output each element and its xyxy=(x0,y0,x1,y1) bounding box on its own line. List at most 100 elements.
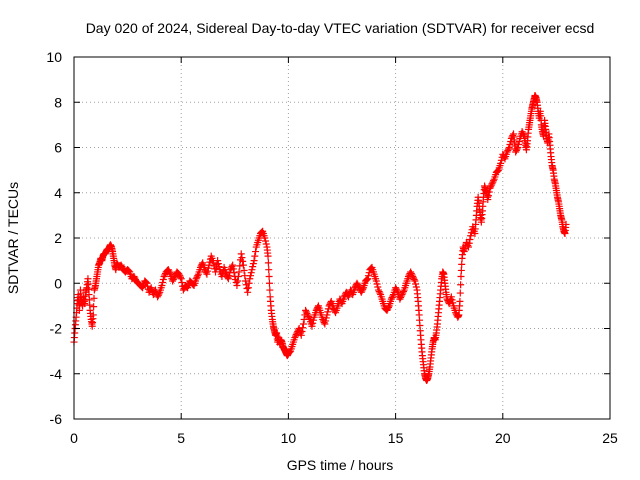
data-point-plus xyxy=(234,272,242,280)
data-point-plus xyxy=(204,264,212,272)
data-point-plus xyxy=(234,277,242,285)
data-point-plus xyxy=(89,311,97,319)
data-point-plus xyxy=(509,131,517,139)
data-point-plus xyxy=(225,272,233,280)
data-point-plus xyxy=(183,283,191,291)
data-point-plus xyxy=(247,272,255,280)
data-point-plus xyxy=(408,271,416,279)
data-point-plus xyxy=(117,261,125,269)
data-point-plus xyxy=(266,286,274,294)
data-point-plus xyxy=(392,285,400,293)
data-point-plus xyxy=(171,272,179,280)
data-point-plus xyxy=(178,278,186,286)
data-point-plus xyxy=(497,159,505,167)
data-point-plus xyxy=(302,308,310,316)
data-point-plus xyxy=(154,293,162,301)
data-point-plus xyxy=(154,291,162,299)
data-point-plus xyxy=(365,269,373,277)
data-point-plus xyxy=(485,188,493,196)
data-point-plus xyxy=(362,276,370,284)
data-point-plus xyxy=(131,274,139,282)
data-point-plus xyxy=(407,268,415,276)
y-tick-label: 8 xyxy=(54,94,62,110)
data-point-plus xyxy=(224,275,232,283)
data-point-plus xyxy=(383,306,391,314)
data-point-plus xyxy=(397,292,405,300)
data-point-plus xyxy=(448,296,456,304)
data-point-plus xyxy=(169,277,177,285)
data-point-plus xyxy=(192,275,200,283)
data-point-plus xyxy=(302,306,310,314)
data-point-plus xyxy=(398,291,406,299)
data-point-plus xyxy=(505,145,513,153)
data-point-plus xyxy=(357,288,365,296)
data-point-plus xyxy=(410,275,418,283)
data-point-plus xyxy=(399,288,407,296)
y-tick-label: 0 xyxy=(54,275,62,291)
data-point-plus xyxy=(113,259,121,267)
data-point-plus xyxy=(297,331,305,339)
data-point-plus xyxy=(374,283,382,291)
data-point-plus xyxy=(252,248,260,256)
data-point-plus xyxy=(141,278,149,286)
data-point-plus xyxy=(515,137,523,145)
data-point-plus xyxy=(513,145,521,153)
data-point-plus xyxy=(155,290,163,298)
data-point-plus xyxy=(321,320,329,328)
data-point-plus xyxy=(209,259,217,267)
data-point-plus xyxy=(363,275,371,283)
data-point-plus xyxy=(261,234,269,242)
data-point-plus xyxy=(457,266,465,274)
data-point-plus xyxy=(447,293,455,301)
data-point-plus xyxy=(249,263,257,271)
x-tick-label: 10 xyxy=(281,430,297,446)
data-point-plus xyxy=(309,316,317,324)
data-point-plus xyxy=(493,168,501,176)
data-point-plus xyxy=(285,349,293,357)
data-point-plus xyxy=(224,273,232,281)
data-point-plus xyxy=(118,263,126,271)
data-point-plus xyxy=(373,280,381,288)
data-point-plus xyxy=(465,239,473,247)
data-point-plus xyxy=(322,317,330,325)
x-tick-label: 5 xyxy=(177,430,185,446)
data-point-plus xyxy=(90,294,98,302)
data-point-plus xyxy=(243,285,251,293)
data-point-plus xyxy=(125,267,133,275)
data-point-plus xyxy=(304,312,312,320)
data-point-plus xyxy=(387,295,395,303)
data-point-plus xyxy=(204,267,212,275)
data-point-plus xyxy=(161,271,169,279)
data-point-plus xyxy=(372,277,380,285)
y-tick-label: -4 xyxy=(50,366,63,382)
data-point-plus xyxy=(397,294,405,302)
data-point-plus xyxy=(392,284,400,292)
data-point-plus xyxy=(304,311,312,319)
data-point-plus xyxy=(460,248,468,256)
data-point-plus xyxy=(258,228,266,236)
data-point-plus xyxy=(247,269,255,277)
data-point-plus xyxy=(484,196,492,204)
data-point-plus xyxy=(264,259,272,267)
data-point-plus xyxy=(237,250,245,258)
data-point-plus xyxy=(308,322,316,330)
data-point-plus xyxy=(240,266,248,274)
data-point-plus xyxy=(354,282,362,290)
data-point-plus xyxy=(504,147,512,155)
data-point-plus xyxy=(490,177,498,185)
data-point-plus xyxy=(124,266,132,274)
data-point-plus xyxy=(457,281,465,289)
data-point-plus xyxy=(176,272,184,280)
data-point-plus xyxy=(286,348,294,356)
data-point-plus xyxy=(389,292,397,300)
chart-title: Day 020 of 2024, Sidereal Day-to-day VTE… xyxy=(86,20,595,36)
data-point-plus xyxy=(466,236,474,244)
data-point-plus xyxy=(229,265,237,273)
data-point-plus xyxy=(309,319,317,327)
data-point-plus xyxy=(138,283,146,291)
data-point-plus xyxy=(265,266,273,274)
data-point-plus xyxy=(229,261,237,269)
data-point-plus xyxy=(239,261,247,269)
x-tick-label: 15 xyxy=(388,430,404,446)
y-tick-label: 2 xyxy=(54,230,62,246)
